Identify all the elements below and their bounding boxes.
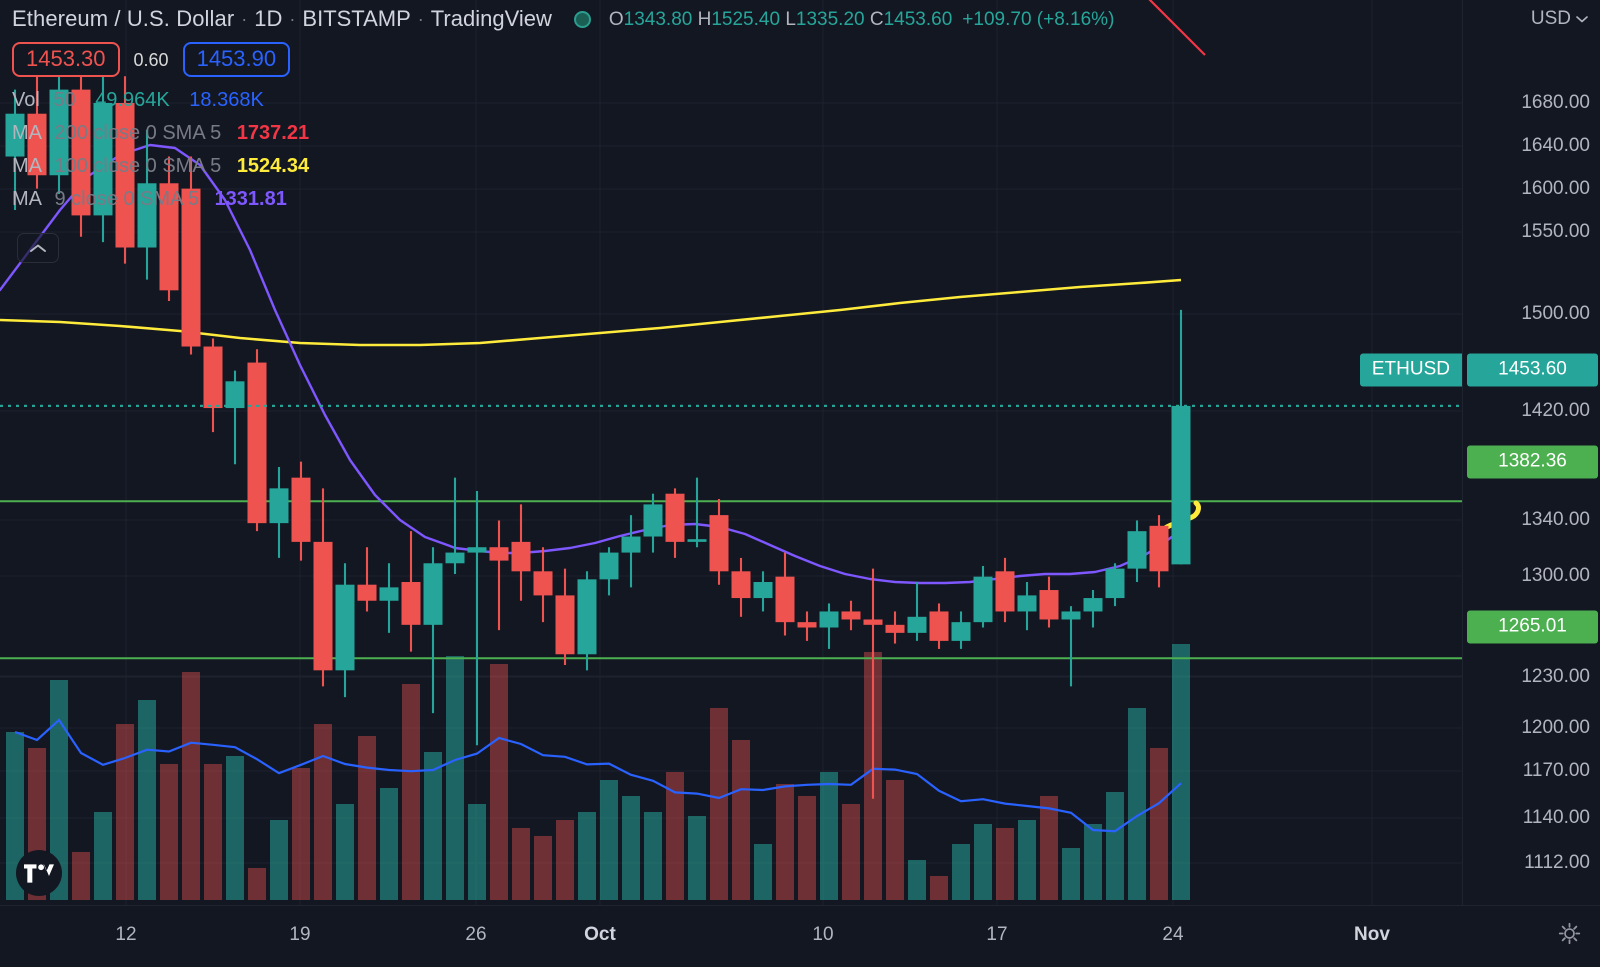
price-axis[interactable]: USD 1680.00 1640.00 1600.00 1550.00 1500.00 1… [1462,0,1600,905]
price-tick-label: 1550.00 [1521,221,1590,242]
volume-bars [6,644,1190,900]
time-tick-label: 17 [986,924,1008,945]
time-axis[interactable]: 12 19 26 Oct 10 17 24 Nov [0,905,1600,967]
ma-100-hook [1160,500,1201,533]
tradingview-logo-icon[interactable] [16,850,62,896]
currency-label: USD [1530,8,1571,29]
symbol-price-tag: ETHUSD [1359,353,1462,387]
price-tick-label: 1170.00 [1522,760,1590,781]
time-tick-label: 12 [115,924,137,945]
price-tick-label: 1200.00 [1521,717,1590,738]
price-tick-label: 1140.00 [1522,807,1590,828]
price-tick-label: 1500.00 [1521,303,1590,324]
price-level-lines[interactable] [0,404,1462,660]
candlestick-series[interactable] [5,76,1191,799]
price-tick-label: 1420.00 [1521,400,1590,421]
legend-collapse-button[interactable] [17,233,59,263]
chevron-up-icon [30,244,46,252]
resistance-price-tag[interactable]: 1382.36 [1467,445,1598,479]
ma-200-line [1148,0,1206,56]
tv-logo-glyph [24,863,54,883]
ma-9-line [0,143,1183,585]
time-tick-label: 24 [1162,924,1184,945]
price-tick-label: 1300.00 [1521,565,1590,586]
price-tick-label: 1340.00 [1521,509,1590,530]
volume-ma-line [14,718,1182,833]
gear-icon [1558,922,1581,945]
chevron-down-icon [1576,16,1588,23]
price-tick-label: 1112.00 [1524,852,1590,873]
chart-plot-area[interactable] [0,0,1462,905]
price-tick-label: 1640.00 [1521,135,1590,156]
currency-selector[interactable]: USD [1531,8,1588,30]
time-tick-label: 19 [289,924,311,945]
chart-settings-button[interactable] [1557,921,1582,951]
chart-canvas[interactable] [0,0,1462,905]
time-tick-label: Oct [584,924,616,945]
time-tick-label: 10 [812,924,834,945]
price-tick-label: 1600.00 [1521,178,1590,199]
price-tick-label: 1680.00 [1521,92,1590,113]
support-price-tag[interactable]: 1265.01 [1467,610,1598,644]
current-price-tag[interactable]: 1453.60 [1467,353,1598,387]
time-tick-label: Nov [1354,924,1390,945]
time-tick-label: 26 [465,924,487,945]
price-tick-label: 1230.00 [1521,666,1590,687]
